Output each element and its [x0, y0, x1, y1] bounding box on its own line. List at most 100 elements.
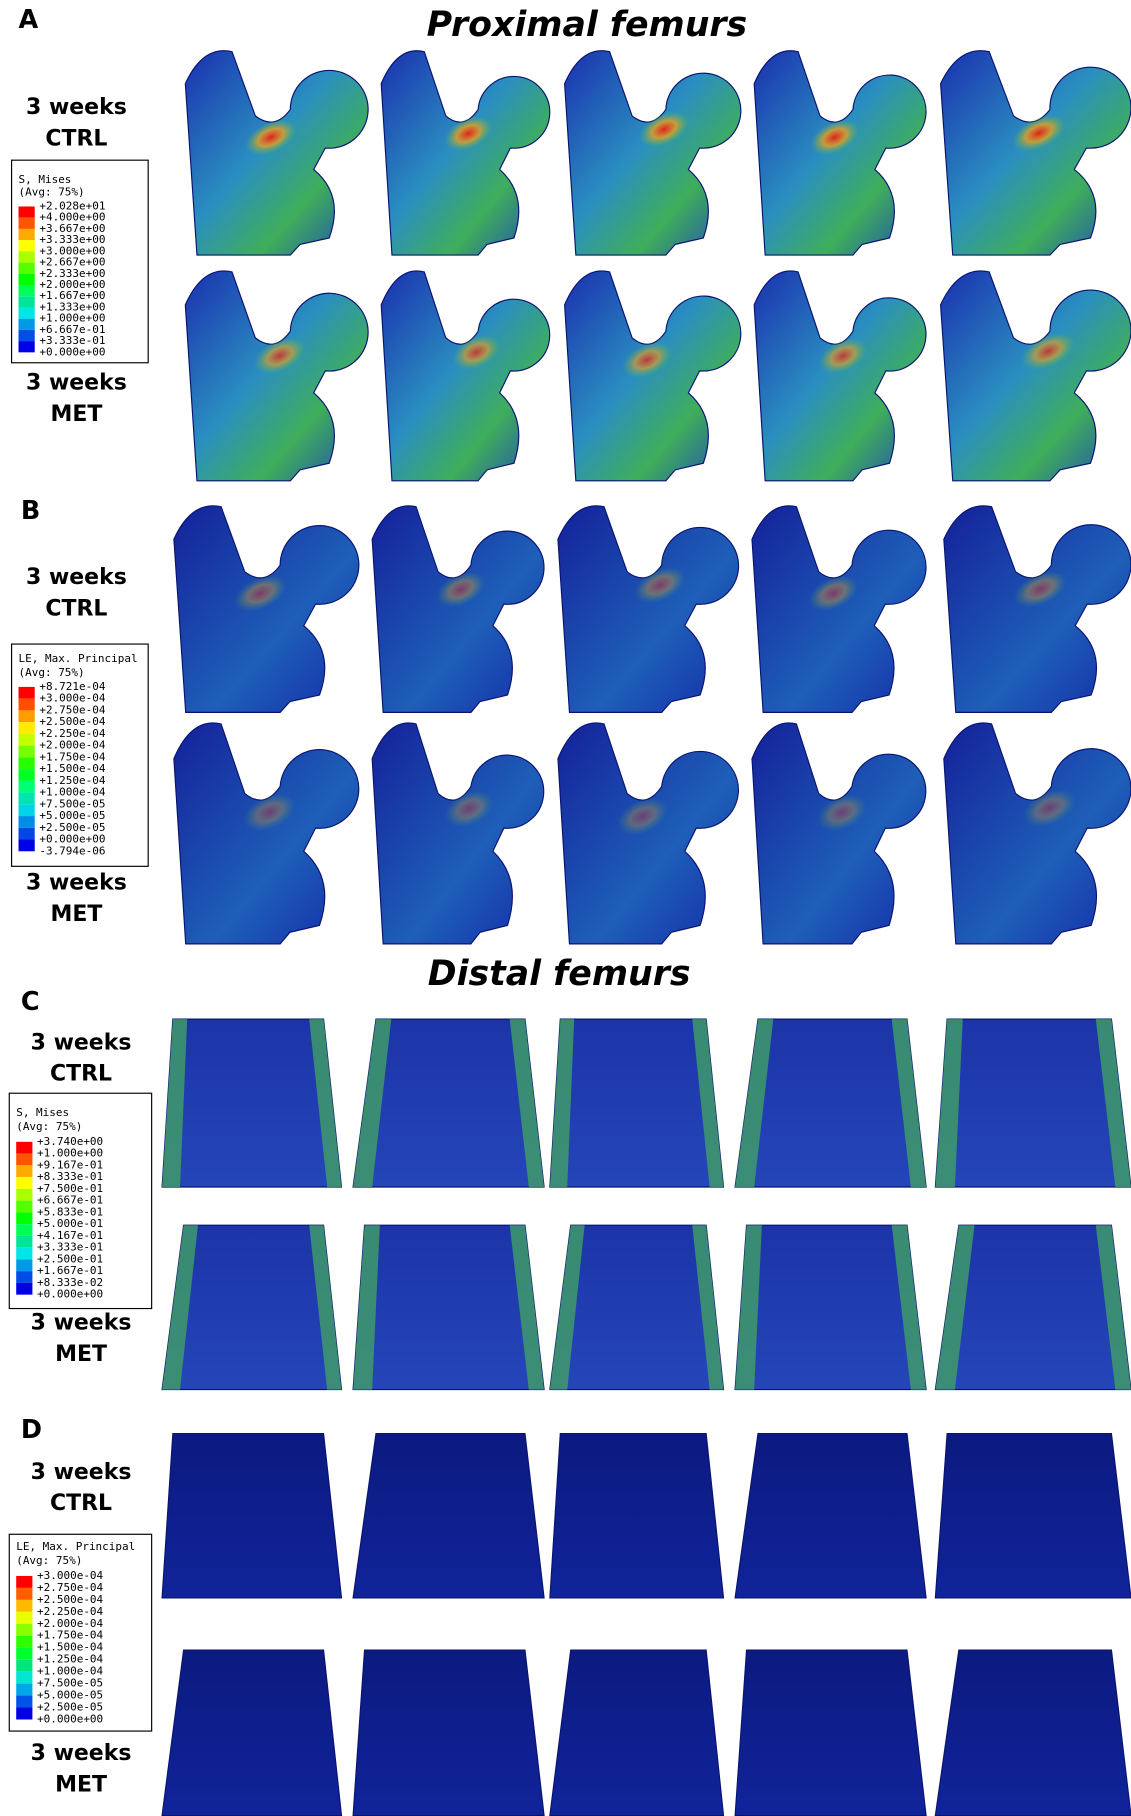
legend-swatch	[16, 1672, 32, 1684]
legend-swatch	[19, 816, 35, 828]
row-label: CTRL	[45, 126, 107, 151]
legend-swatch	[19, 746, 35, 758]
row-label: 3 weeks	[31, 1741, 132, 1766]
row-label: MET	[50, 402, 102, 427]
distal-image	[353, 1434, 544, 1598]
distal-image	[353, 1650, 544, 1816]
legend-title: LE, Max. Principal	[19, 652, 138, 665]
distal-image	[550, 1650, 724, 1816]
femur-image	[185, 271, 368, 481]
legend-swatch	[19, 793, 35, 805]
distal-image	[162, 1434, 341, 1598]
legend-swatch	[19, 296, 35, 307]
femur-image	[941, 51, 1131, 255]
legend-swatch	[19, 687, 35, 699]
legend-swatch	[19, 307, 35, 318]
legend-swatch	[16, 1696, 32, 1708]
layout: Proximal femursA3 weeksCTRL3 weeksMETS, …	[9, 5, 1131, 1816]
femur-image	[558, 723, 738, 944]
legend-swatch	[19, 274, 35, 285]
legend-swatch	[16, 1600, 32, 1612]
row-label: MET	[50, 902, 102, 927]
legend-swatch	[19, 285, 35, 296]
section-title: Proximal femurs	[427, 5, 748, 45]
legend-title: S, Mises	[16, 1106, 69, 1119]
femur-image	[944, 723, 1131, 944]
legend-swatch	[19, 251, 35, 262]
distal-image	[735, 1434, 926, 1598]
legend-swatch	[19, 319, 35, 330]
panel-letter: B	[21, 496, 40, 526]
legend-swatch	[16, 1648, 32, 1660]
legend-label: -3.794e-06	[39, 844, 105, 857]
row-label: CTRL	[50, 1062, 112, 1087]
femur-image	[185, 51, 368, 255]
distal-image	[935, 1434, 1131, 1598]
legend-swatch	[16, 1660, 32, 1672]
legend-swatch	[16, 1624, 32, 1636]
legend-swatch	[16, 1283, 32, 1295]
legend-title: LE, Max. Principal	[16, 1540, 135, 1553]
legend-swatch	[19, 710, 35, 722]
femur-image	[754, 51, 926, 255]
femur-image	[754, 271, 926, 481]
distal-image	[162, 1650, 341, 1816]
legend-swatch	[19, 206, 35, 217]
femur-image	[752, 723, 926, 944]
femur-image	[752, 506, 926, 713]
row-label: 3 weeks	[31, 1030, 132, 1055]
row-label: MET	[55, 1342, 107, 1367]
legend-swatch	[16, 1189, 32, 1201]
legend-swatch	[16, 1588, 32, 1600]
legend-swatch	[19, 699, 35, 711]
section-title: Distal femurs	[428, 954, 691, 994]
legend-swatch	[16, 1236, 32, 1248]
legend-swatch	[16, 1212, 32, 1224]
legend-swatch	[16, 1154, 32, 1166]
legend-title: S, Mises	[19, 173, 72, 186]
legend-label: +0.000e+00	[37, 1712, 103, 1725]
legend-title: (Avg: 75%)	[19, 186, 85, 199]
row-label: CTRL	[45, 596, 107, 621]
legend-swatch	[19, 218, 35, 229]
legend-swatch	[16, 1142, 32, 1154]
femur-image	[372, 723, 544, 944]
femur-image	[565, 271, 741, 481]
legend-swatch	[16, 1224, 32, 1236]
legend-swatch	[19, 828, 35, 840]
row-label: MET	[55, 1772, 107, 1797]
panel-letter: D	[21, 1415, 42, 1445]
row-label: 3 weeks	[31, 1311, 132, 1336]
femur-image	[941, 271, 1131, 481]
femur-image	[565, 51, 741, 255]
femur-image	[174, 723, 359, 944]
row-label: CTRL	[50, 1491, 112, 1516]
legend-swatch	[19, 722, 35, 734]
legend-swatch	[19, 840, 35, 852]
row-label: 3 weeks	[26, 565, 127, 590]
legend-swatch	[19, 330, 35, 341]
femur-image	[944, 506, 1131, 713]
distal-image	[735, 1650, 926, 1816]
row-label: 3 weeks	[26, 871, 127, 896]
legend-swatch	[19, 263, 35, 274]
legend-title: (Avg: 75%)	[16, 1120, 82, 1133]
legend-swatch	[19, 757, 35, 769]
legend-swatch	[19, 769, 35, 781]
panel-letter: C	[21, 987, 40, 1017]
legend-label: +0.000e+00	[37, 1288, 103, 1301]
distal-image	[550, 1434, 724, 1598]
legend-swatch	[16, 1248, 32, 1260]
legend-swatch	[16, 1636, 32, 1648]
row-label: 3 weeks	[26, 371, 127, 396]
legend-swatch	[19, 804, 35, 816]
legend-swatch	[16, 1576, 32, 1588]
legend-swatch	[16, 1177, 32, 1189]
femur-image	[372, 506, 544, 713]
row-label: 3 weeks	[31, 1460, 132, 1485]
femur-image	[558, 506, 739, 713]
femur-image	[381, 271, 549, 481]
legend-swatch	[16, 1612, 32, 1624]
legend-swatch	[19, 734, 35, 746]
legend-swatch	[19, 341, 35, 352]
